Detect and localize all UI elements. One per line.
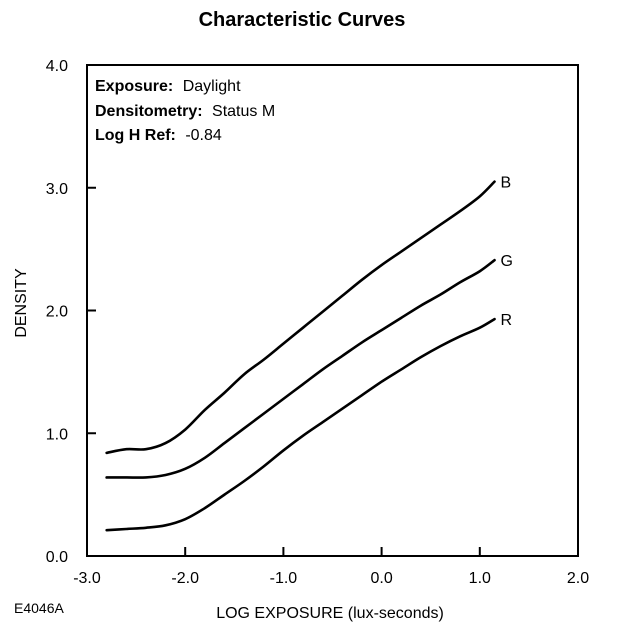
ticks-layer: -3.0 -2.0 -1.0 0.0 1.0 2.0 0.0 1.0 2.0 3.0 4.0	[46, 58, 589, 587]
info-value: Daylight	[183, 78, 241, 95]
figure-id: E4046A	[14, 600, 64, 616]
y-tick-label: 0.0	[46, 549, 68, 566]
info-value: -0.84	[185, 127, 222, 144]
y-tick-label: 3.0	[46, 181, 68, 198]
curve-b	[105, 180, 496, 455]
info-key: Exposure:	[95, 78, 173, 95]
x-tick-label: 1.0	[469, 570, 491, 587]
info-key: Log H Ref:	[95, 127, 176, 144]
info-value: Status M	[212, 103, 275, 120]
x-tick-label: -2.0	[171, 570, 199, 587]
x-tick-label: 0.0	[370, 570, 392, 587]
y-tick-label: 2.0	[46, 304, 68, 321]
curve-r	[105, 317, 496, 532]
curve-g	[105, 258, 496, 479]
y-tick-label: 4.0	[46, 58, 68, 75]
series-label-g: G	[501, 253, 513, 270]
y-tick-label: 1.0	[46, 426, 68, 443]
info-box: Exposure: Daylight Densitometry: Status …	[95, 78, 275, 144]
x-tick-label: 2.0	[567, 570, 589, 587]
x-axis-label: LOG EXPOSURE (lux-seconds)	[216, 605, 444, 622]
y-axis-label: DENSITY	[13, 268, 30, 338]
info-key: Densitometry:	[95, 103, 203, 120]
series-label-r: R	[501, 312, 513, 329]
info-line-densitometry: Densitometry: Status M	[95, 103, 275, 120]
x-tick-label: -3.0	[73, 570, 101, 587]
series-layer: B G R	[105, 175, 513, 532]
info-line-log-h-ref: Log H Ref: -0.84	[95, 127, 222, 144]
chart-title: Characteristic Curves	[199, 9, 406, 31]
series-label-b: B	[501, 175, 512, 192]
info-line-exposure: Exposure: Daylight	[95, 78, 241, 95]
x-tick-label: -1.0	[270, 570, 298, 587]
